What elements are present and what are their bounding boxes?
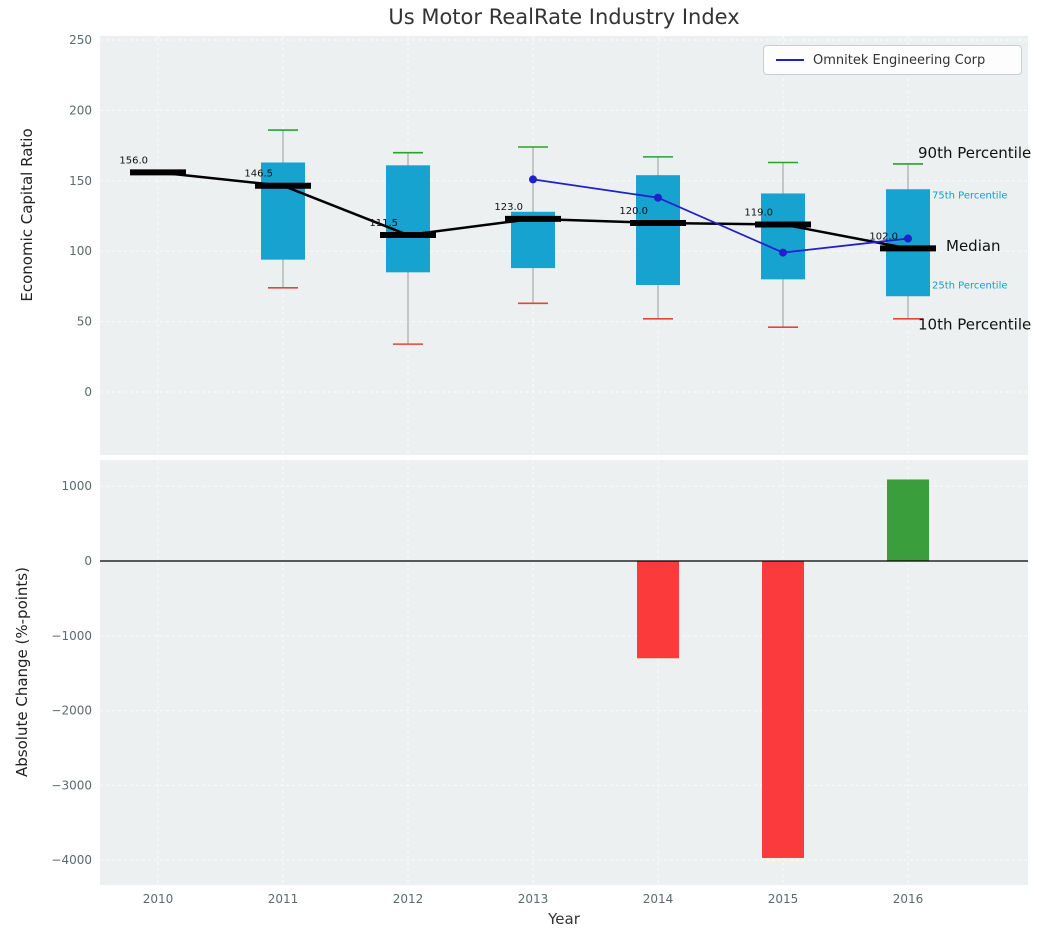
x-tick-label-2014: 2014 [643, 892, 674, 906]
top-y-axis-label: Economic Capital Ratio [18, 128, 36, 302]
change-bar-2014 [637, 561, 679, 659]
bottom-panel-bg [100, 460, 1028, 885]
legend-label: Omnitek Engineering Corp [813, 52, 986, 68]
box-2015 [761, 193, 805, 280]
bottom-y-tick-label: 1000 [61, 479, 92, 493]
median-annotation: Median [946, 237, 1001, 255]
bottom-y-tick-label: 0 [84, 554, 92, 568]
x-tick-label-2011: 2011 [268, 892, 299, 906]
median-value-label-2013: 123.0 [494, 202, 523, 213]
top-y-tick-label: 150 [69, 174, 92, 188]
series-point-2014 [654, 193, 662, 202]
box-2014 [636, 175, 680, 285]
median-value-label-2014: 120.0 [619, 206, 648, 217]
bottom-y-axis-label: Absolute Change (%-points) [13, 567, 31, 777]
x-tick-label-2012: 2012 [393, 892, 424, 906]
top-y-tick-label: 250 [69, 33, 92, 47]
x-tick-label-2016: 2016 [893, 892, 924, 906]
x-tick-label-2010: 2010 [143, 892, 174, 906]
x-axis-label: Year [548, 910, 580, 928]
bottom-y-tick-label: −4000 [51, 853, 92, 867]
series-point-2013 [529, 175, 537, 184]
25th-percentile-annotation: 25th Percentile [932, 280, 1008, 291]
90th-percentile-annotation: 90th Percentile [918, 144, 1031, 162]
legend-line-sample [776, 59, 804, 61]
x-tick-label-2015: 2015 [768, 892, 799, 906]
top-y-tick-label: 50 [77, 315, 92, 329]
bottom-y-tick-label: −1000 [51, 629, 92, 643]
top-panel-bg [100, 36, 1028, 455]
top-y-tick-label: 0 [84, 385, 92, 399]
bottom-y-tick-label: −3000 [51, 778, 92, 792]
series-point-2015 [779, 248, 787, 257]
series-line [532, 178, 909, 254]
box-2016 [886, 189, 930, 297]
x-tick-label-2013: 2013 [518, 892, 549, 906]
box-2012 [386, 165, 430, 273]
box-2011 [261, 162, 305, 260]
chart-title: Us Motor RealRate Industry Index [388, 5, 740, 29]
median-value-label-2011: 146.5 [244, 169, 273, 180]
top-y-tick-label: 100 [69, 244, 92, 258]
bottom-y-tick-label: −2000 [51, 704, 92, 718]
median-value-label-2016: 102.0 [869, 231, 898, 242]
median-value-label-2012: 111.5 [369, 218, 398, 229]
legend: Omnitek Engineering Corp [763, 45, 1022, 75]
change-bar-2016 [887, 479, 929, 561]
75th-percentile-annotation: 75th Percentile [932, 190, 1008, 201]
median-value-label-2010: 156.0 [119, 155, 148, 166]
series-point-2016 [904, 234, 912, 243]
10th-percentile-annotation: 10th Percentile [918, 316, 1031, 334]
change-bar-2015 [762, 561, 804, 858]
median-value-label-2015: 119.0 [744, 207, 773, 218]
top-y-tick-label: 200 [69, 103, 92, 117]
